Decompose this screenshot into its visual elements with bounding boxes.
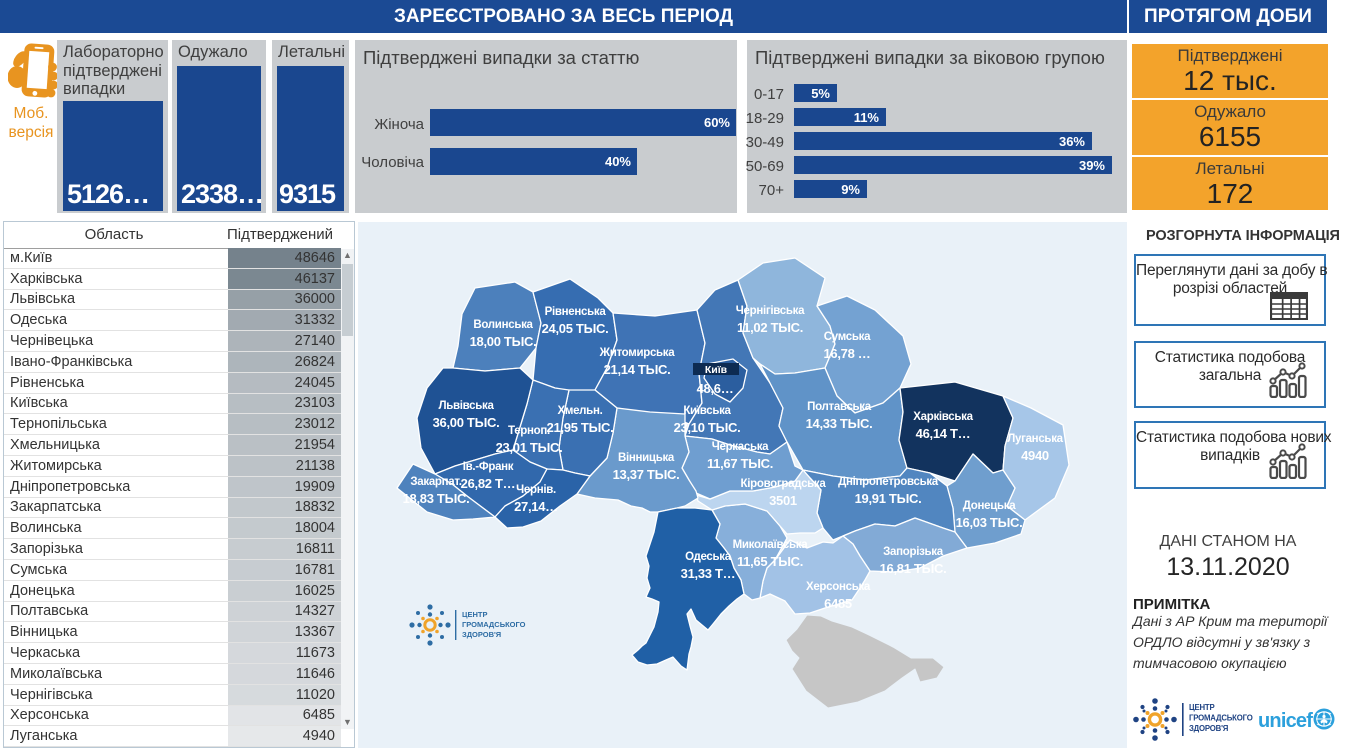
svg-text:ЗДОРОВ'Я: ЗДОРОВ'Я (462, 630, 501, 639)
svg-text:Миколаївська: Миколаївська (733, 539, 809, 551)
svg-text:Кіровоградська: Кіровоградська (741, 478, 827, 490)
svg-text:Волинська: Волинська (473, 319, 533, 331)
svg-text:Житомирська: Житомирська (599, 347, 676, 359)
svg-text:16,81 ТЫС.: 16,81 ТЫС. (880, 561, 947, 576)
svg-text:14,33 ТЫС.: 14,33 ТЫС. (806, 416, 873, 431)
svg-text:11,02 ТЫС.: 11,02 ТЫС. (737, 320, 803, 335)
svg-text:3501: 3501 (769, 493, 797, 508)
svg-text:48,6…: 48,6… (697, 381, 734, 396)
svg-text:ЦЕНТР: ЦЕНТР (1189, 703, 1215, 712)
svg-text:6485: 6485 (824, 596, 852, 611)
svg-text:Запорізька: Запорізька (883, 546, 944, 558)
svg-text:19,91 ТЫС.: 19,91 ТЫС. (855, 491, 922, 506)
svg-text:Хмельн.: Хмельн. (558, 405, 603, 417)
svg-text:ЗДОРОВ'Я: ЗДОРОВ'Я (1189, 724, 1229, 733)
svg-text:23,01 ТЫС.: 23,01 ТЫС. (496, 440, 563, 455)
svg-text:Львівська: Львівська (438, 400, 494, 412)
svg-text:11,65 ТЫС.: 11,65 ТЫС. (737, 554, 803, 569)
svg-text:Київська: Київська (683, 405, 731, 417)
svg-text:Донецька: Донецька (963, 500, 1016, 512)
svg-text:Чернів.: Чернів. (516, 484, 556, 496)
svg-text:27,14…: 27,14… (514, 499, 558, 514)
svg-text:unicef: unicef (1258, 710, 1313, 732)
svg-text:Одеська: Одеська (685, 551, 732, 563)
svg-text:18,00 ТЫС.: 18,00 ТЫС. (470, 334, 537, 349)
svg-text:Рівненська: Рівненська (545, 306, 607, 318)
svg-text:ГРОМАДСЬКОГО: ГРОМАДСЬКОГО (462, 620, 526, 629)
svg-text:26,82 Т…: 26,82 Т… (461, 476, 516, 491)
svg-text:16,03 ТЫС.: 16,03 ТЫС. (956, 515, 1023, 530)
svg-text:46,14 Т…: 46,14 Т… (916, 426, 971, 441)
svg-text:Сумська: Сумська (824, 331, 871, 343)
svg-text:Луганська: Луганська (1007, 433, 1063, 445)
svg-text:Київ: Київ (705, 364, 728, 376)
svg-text:21,95 ТЫС.: 21,95 ТЫС. (547, 420, 614, 435)
svg-text:13,37 ТЫС.: 13,37 ТЫС. (613, 467, 680, 482)
svg-text:31,33 Т…: 31,33 Т… (681, 566, 736, 581)
svg-text:11,67 ТЫС.: 11,67 ТЫС. (707, 456, 773, 471)
svg-text:Дніпропетровська: Дніпропетровська (838, 476, 939, 488)
svg-text:24,05 ТЫС.: 24,05 ТЫС. (542, 321, 609, 336)
svg-text:16,78 …: 16,78 … (823, 346, 870, 361)
svg-text:ЦЕНТР: ЦЕНТР (462, 610, 487, 619)
svg-text:Полтавська: Полтавська (807, 401, 872, 413)
svg-text:Закарпат.: Закарпат. (410, 476, 461, 488)
svg-text:4940: 4940 (1021, 448, 1049, 463)
svg-text:Ів.-Франк: Ів.-Франк (463, 461, 514, 473)
svg-text:Чернігівська: Чернігівська (736, 305, 805, 317)
svg-text:21,14 ТЫС.: 21,14 ТЫС. (604, 362, 671, 377)
svg-text:Черкаська: Черкаська (712, 441, 769, 453)
svg-text:23,10 ТЫС.: 23,10 ТЫС. (674, 420, 741, 435)
svg-text:Терноп.: Терноп. (508, 425, 550, 437)
svg-text:18,83 ТЫС.: 18,83 ТЫС. (403, 491, 470, 506)
svg-text:ГРОМАДСЬКОГО: ГРОМАДСЬКОГО (1189, 714, 1253, 723)
svg-text:Вінницька: Вінницька (618, 452, 675, 464)
svg-text:36,00 ТЫС.: 36,00 ТЫС. (433, 415, 500, 430)
svg-text:Херсонська: Херсонська (806, 581, 871, 593)
svg-text:Харківська: Харківська (913, 411, 973, 423)
